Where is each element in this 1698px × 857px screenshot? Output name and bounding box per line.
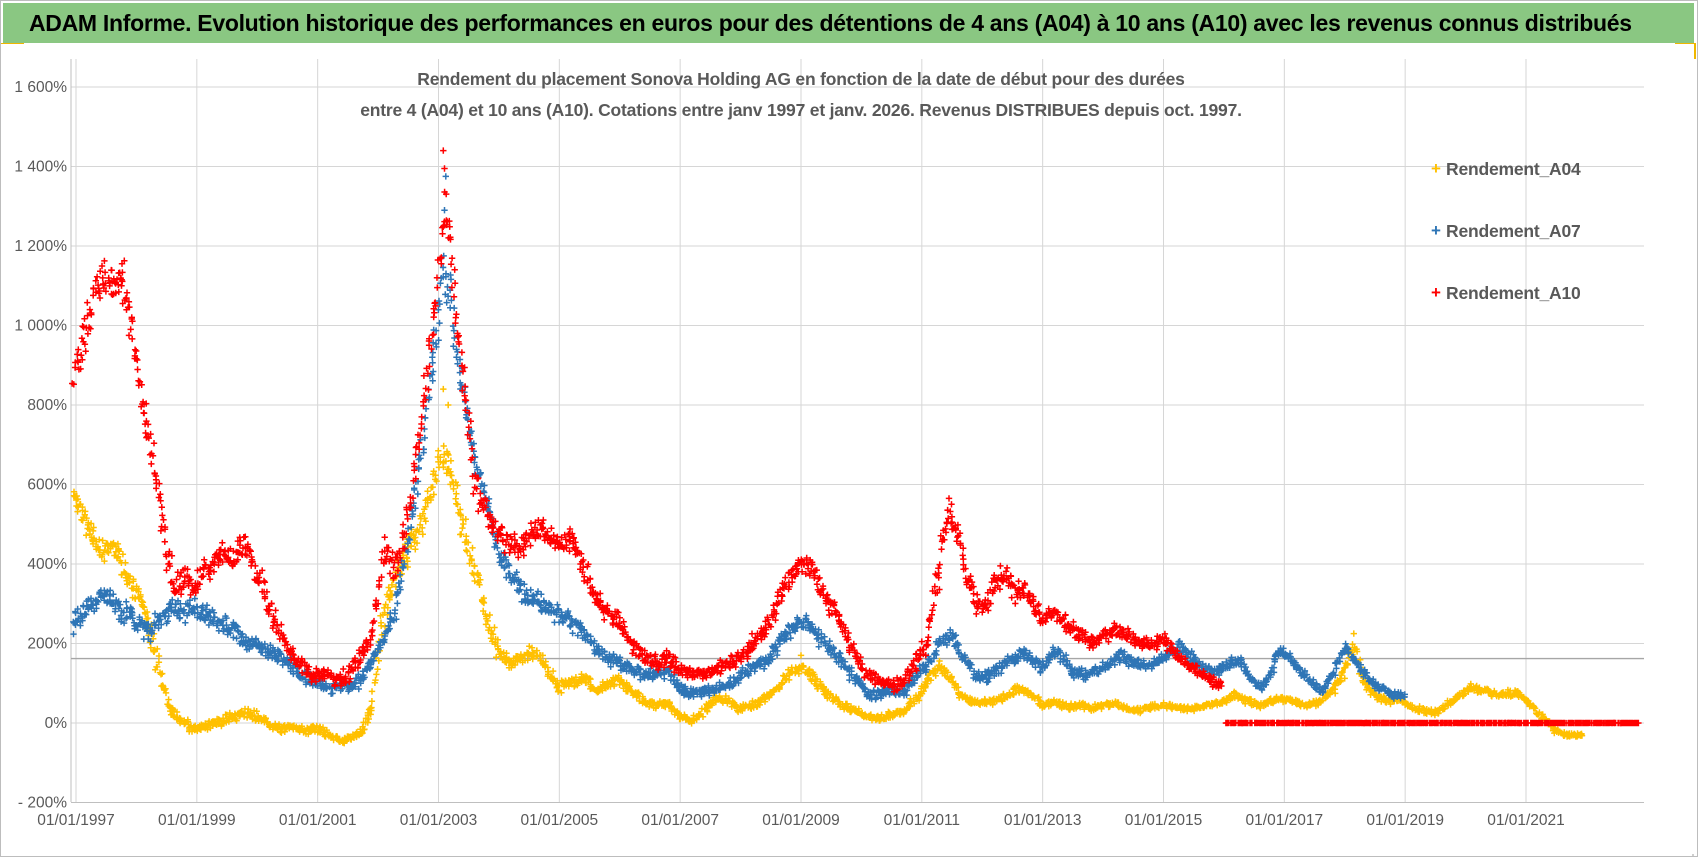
chart-object[interactable]: 1 600% 1 400% 1 200% 1 000% 800% 600% 400% 200%… [1,44,1694,854]
plus-marker-icon: + [1431,283,1441,302]
x-tick-label: 01/01/2003 [400,812,478,829]
x-tick-label: 01/01/2001 [279,812,357,829]
header-bar: ADAM Informe. Evolution historique des p… [3,3,1694,43]
y-tick-label: 1 200% [14,238,67,255]
legend-label: Rendement_A04 [1446,158,1581,179]
x-tick-label: 01/01/2011 [884,812,960,829]
legend-item-a07[interactable]: + Rendement_A07 [1426,218,1626,244]
plus-marker-icon: + [1431,159,1441,178]
x-tick-label: 01/01/2007 [641,812,719,829]
y-tick-label: - 200% [18,795,67,812]
legend-item-a04[interactable]: + Rendement_A04 [1426,156,1626,182]
plus-marker-icon: + [1431,221,1441,240]
x-tick-label: 01/01/2019 [1366,812,1444,829]
series-Rendement_A10 [69,147,1642,727]
legend-label: Rendement_A07 [1446,220,1581,241]
y-tick-label: 1 000% [14,318,67,335]
y-tick-label: 600% [27,477,67,494]
legend: + Rendement_A04 + Rendement_A07 + Rendem… [1426,156,1626,342]
legend-item-a10[interactable]: + Rendement_A10 [1426,280,1626,306]
y-tick-label: 0% [45,715,68,732]
chart-title-line2: entre 4 (A04) et 10 ans (A10). Cotations… [360,100,1242,120]
y-tick-label: 1 600% [14,79,67,96]
y-tick-label: 800% [27,397,67,414]
x-tick-label: 01/01/2015 [1125,812,1203,829]
x-tick-label: 01/01/2021 [1487,812,1565,829]
legend-label: Rendement_A10 [1446,282,1581,303]
y-tick-label: 200% [27,636,67,653]
x-tick-label: 01/01/2013 [1004,812,1082,829]
y-tick-label: 1 400% [14,159,67,176]
series-Rendement_A04 [70,385,1586,747]
header-title: ADAM Informe. Evolution historique des p… [29,9,1632,36]
x-tick-label: 01/01/1999 [158,812,236,829]
chart-title: Rendement du placement Sonova Holding AG… [301,64,1301,126]
x-tick-label: 01/01/2005 [521,812,599,829]
chart-title-line1: Rendement du placement Sonova Holding AG… [417,69,1185,89]
series-Rendement_A07 [70,173,1408,703]
axis-labels: 1 600% 1 400% 1 200% 1 000% 800% 600% 400% 200%… [14,79,1564,829]
plot-svg: 1 600% 1 400% 1 200% 1 000% 800% 600% 400% 200%… [14,59,1644,829]
y-tick-label: 400% [27,556,67,573]
x-tick-label: 01/01/2009 [762,812,840,829]
x-tick-label: 01/01/2017 [1246,812,1324,829]
x-tick-label: 01/01/1997 [37,812,115,829]
gridlines [70,59,1644,803]
